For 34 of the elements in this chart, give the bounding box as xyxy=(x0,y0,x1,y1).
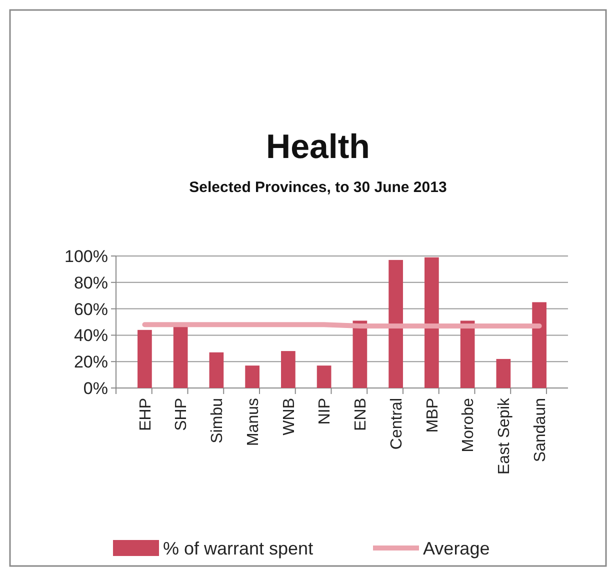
legend-label: Average xyxy=(423,538,490,558)
y-tick-label: 80% xyxy=(74,273,108,292)
x-tick-label: MBP xyxy=(424,398,442,433)
y-tick-label: 40% xyxy=(74,326,108,346)
x-tick-label: EHP xyxy=(137,398,154,431)
x-tick-label: Sandaun xyxy=(532,398,549,462)
bar xyxy=(352,320,368,388)
y-tick-label: 0% xyxy=(83,378,108,398)
x-tick-label: WNB xyxy=(280,398,298,436)
y-tick-label: 100% xyxy=(64,246,108,266)
legend-label: % of warrant spent xyxy=(163,538,314,558)
bar xyxy=(316,366,332,388)
x-tick-label: Central xyxy=(388,398,406,450)
bar xyxy=(281,351,296,388)
x-tick-label: East Sepik xyxy=(496,397,514,474)
y-tick-label: 20% xyxy=(74,352,108,372)
x-tick-label: NIP xyxy=(316,398,334,425)
bar xyxy=(388,260,403,388)
chart-subtitle: Selected Provinces, to 30 June 2013 xyxy=(189,179,447,196)
bar xyxy=(460,320,475,388)
bar xyxy=(496,358,511,388)
x-tick-label: Simbu xyxy=(209,398,226,444)
x-tick-label: Morobe xyxy=(460,398,478,452)
bar xyxy=(138,330,152,388)
x-tick-label: Manus xyxy=(244,398,262,446)
bar xyxy=(532,302,546,388)
bar xyxy=(209,352,224,388)
x-tick-label: ENB xyxy=(352,398,370,431)
y-tick-label: 60% xyxy=(74,300,108,319)
bar xyxy=(424,257,439,388)
bar xyxy=(245,366,260,388)
x-tick-label: SHP xyxy=(173,398,190,431)
bar xyxy=(173,326,188,388)
chart-title: Health xyxy=(266,128,370,166)
